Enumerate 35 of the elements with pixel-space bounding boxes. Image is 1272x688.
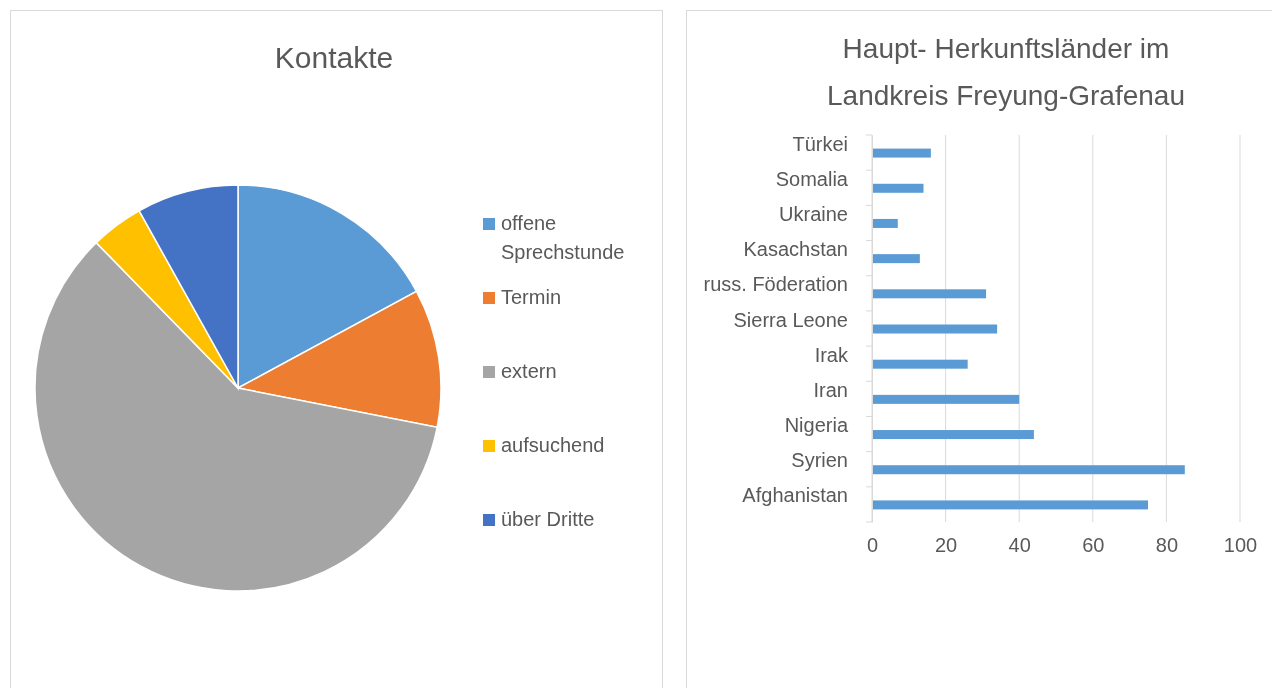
x-tick-label: 80 [1155, 534, 1179, 557]
y-tick-label: Sierra Leone [733, 308, 848, 331]
chart-title: Kontakte [274, 41, 394, 74]
legend-label: Termin [501, 286, 562, 308]
legend-label: über Dritte [501, 508, 595, 530]
bar [872, 183, 924, 193]
x-tick-label: 100 [1223, 534, 1258, 557]
bar [872, 218, 898, 228]
y-tick-label: Somalia [775, 167, 849, 190]
y-tick-label: Afghanistan [742, 484, 848, 507]
chart-title: Haupt- Herkunftsländer im Landkreis Freyung-Grafenau [827, 33, 1185, 111]
y-tick-label: Irak [814, 343, 849, 366]
bar [872, 430, 1034, 440]
bar [872, 500, 1148, 510]
y-tick-label: Nigeria [784, 414, 849, 437]
legend-label: offene Sprechstunde [501, 212, 625, 263]
bar [872, 359, 968, 369]
bar [872, 324, 998, 334]
legend-label: aufsuchend [501, 434, 605, 456]
y-tick-label: Syrien [791, 449, 848, 472]
y-tick-label: Ukraine [779, 202, 848, 225]
bar [872, 465, 1185, 475]
bar [872, 148, 931, 158]
y-tick-label: Iran [813, 378, 848, 401]
y-tick-label: Türkei [792, 132, 848, 155]
bar [872, 394, 1020, 404]
legend-label: extern [501, 360, 557, 382]
x-tick-label: 60 [1082, 534, 1105, 557]
bar [872, 289, 987, 299]
y-tick-label: Kasachstan [743, 238, 848, 261]
y-tick-label: russ. Föderation [703, 273, 848, 296]
x-tick-label: 40 [1008, 534, 1031, 557]
x-tick-label: 20 [934, 534, 958, 557]
x-tick-label: 0 [866, 534, 879, 557]
bar [872, 254, 920, 264]
